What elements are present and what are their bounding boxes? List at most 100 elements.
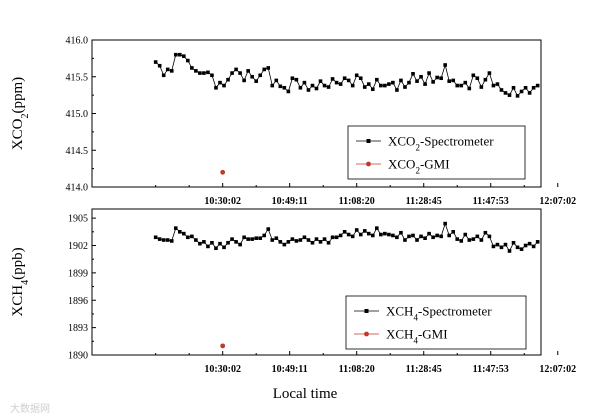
x-tick-label: 11:47:53	[473, 364, 509, 375]
spectrometer-point	[499, 245, 504, 250]
y-tick-label: 1905	[68, 214, 88, 225]
spectrometer-point	[210, 240, 214, 245]
spectrometer-point	[515, 94, 520, 98]
spectrometer-point	[290, 237, 295, 241]
x-tick-label: 12:07:02	[539, 196, 576, 207]
spectrometer-point	[399, 78, 403, 83]
spectrometer-point	[153, 60, 158, 64]
x-tick-label: 11:47:53	[473, 196, 509, 207]
legend-marker-square	[366, 139, 371, 143]
spectrometer-point	[226, 240, 230, 245]
spectrometer-point	[411, 72, 415, 76]
spectrometer-point	[527, 91, 532, 95]
spectrometer-point	[330, 235, 335, 240]
spectrometer-point	[439, 234, 443, 239]
spectrometer-point	[419, 234, 423, 239]
spectrometer-point	[366, 82, 371, 86]
bottom-chart-panel: 1890 1893 1896 1899 1902 1905 10:30:02 10:49:11…	[10, 208, 576, 375]
spectrometer-point	[222, 245, 226, 250]
spectrometer-point	[262, 67, 267, 72]
spectrometer-point	[302, 235, 307, 240]
spectrometer-point	[471, 73, 476, 78]
top-chart-panel: 414.0 414.5 415.0 415.5 416.0 10:30:02 10:49:1…	[10, 36, 576, 208]
spectrometer-point	[177, 230, 182, 234]
spectrometer-point	[370, 87, 375, 92]
spectrometer-point	[169, 239, 174, 243]
spectrometer-point	[535, 240, 540, 244]
spectrometer-point	[222, 83, 226, 88]
legend-entry: XCH4-Spectrometer	[386, 304, 492, 323]
spectrometer-point	[214, 85, 218, 90]
spectrometer-point	[507, 249, 512, 253]
spectrometer-point	[282, 242, 287, 247]
spectrometer-point	[519, 89, 524, 94]
spectrometer-point	[511, 85, 516, 90]
spectrometer-point	[314, 237, 319, 241]
spectrometer-point	[479, 238, 484, 242]
spectrometer-point	[354, 228, 359, 232]
spectrometer-point	[286, 89, 291, 94]
spectrometer-point	[278, 240, 283, 244]
spectrometer-point	[523, 85, 528, 90]
spectrometer-point	[423, 82, 427, 86]
spectrometer-point	[298, 238, 303, 242]
spectrometer-point	[362, 85, 367, 89]
spectrometer-point	[234, 240, 238, 244]
spectrometer-point	[186, 58, 190, 63]
spectrometer-point	[310, 240, 315, 245]
spectrometer-point	[499, 88, 504, 92]
spectrometer-point	[523, 243, 528, 248]
y-tick-label: 415.0	[66, 109, 89, 120]
spectrometer-point	[403, 85, 407, 89]
spectrometer-point	[270, 83, 275, 88]
spectrometer-point	[471, 237, 476, 241]
spectrometer-point	[270, 238, 275, 242]
spectrometer-point	[338, 82, 343, 86]
spectrometer-point	[338, 233, 343, 238]
spectrometer-point	[242, 78, 246, 83]
legend-entry: XCO2-GMI	[388, 157, 450, 176]
spectrometer-point	[399, 230, 403, 235]
spectrometer-point	[387, 232, 391, 237]
spectrometer-point	[419, 74, 423, 79]
spectrometer-point	[447, 79, 451, 83]
spectrometer-point	[190, 66, 194, 70]
legend-entry: XCH4-GMI	[386, 327, 448, 346]
x-tick-label: 11:28:45	[406, 196, 442, 207]
spectrometer-point	[354, 73, 359, 78]
spectrometer-point	[423, 236, 427, 240]
spectrometer-point	[435, 75, 439, 80]
spectrometer-point	[346, 78, 351, 83]
spectrometer-point	[214, 246, 218, 251]
spectrometer-point	[230, 237, 234, 241]
y-tick-label: 1893	[68, 323, 88, 334]
spectrometer-point	[310, 83, 315, 88]
x-tick-label: 10:30:02	[204, 364, 241, 375]
y-axis-label: XCO2(ppm)	[10, 77, 31, 150]
spectrometer-point	[387, 82, 391, 86]
spectrometer-point	[206, 244, 210, 249]
y-tick-label: 414.5	[66, 146, 89, 157]
spectrometer-point	[503, 242, 508, 247]
y-tick-label: 414.0	[66, 183, 89, 194]
watermark: 大数据网	[10, 402, 50, 415]
spectrometer-point	[274, 236, 279, 240]
legend-marker-square	[364, 309, 369, 313]
spectrometer-point	[479, 85, 484, 89]
spectrometer-point	[206, 70, 210, 75]
spectrometer-point	[362, 229, 367, 233]
spectrometer-point	[218, 241, 222, 246]
spectrometer-point	[427, 231, 431, 236]
spectrometer-point	[487, 234, 492, 239]
x-tick-label: 10:49:11	[272, 364, 308, 375]
spectrometer-point	[395, 235, 399, 240]
spectrometer-point	[443, 63, 447, 67]
spectrometer-point	[298, 85, 303, 90]
spectrometer-point	[346, 232, 351, 237]
spectrometer-point	[182, 231, 186, 236]
spectrometer-point	[173, 226, 178, 230]
spectrometer-point	[254, 79, 258, 83]
spectrometer-point	[169, 69, 174, 73]
spectrometer-point	[177, 52, 182, 57]
